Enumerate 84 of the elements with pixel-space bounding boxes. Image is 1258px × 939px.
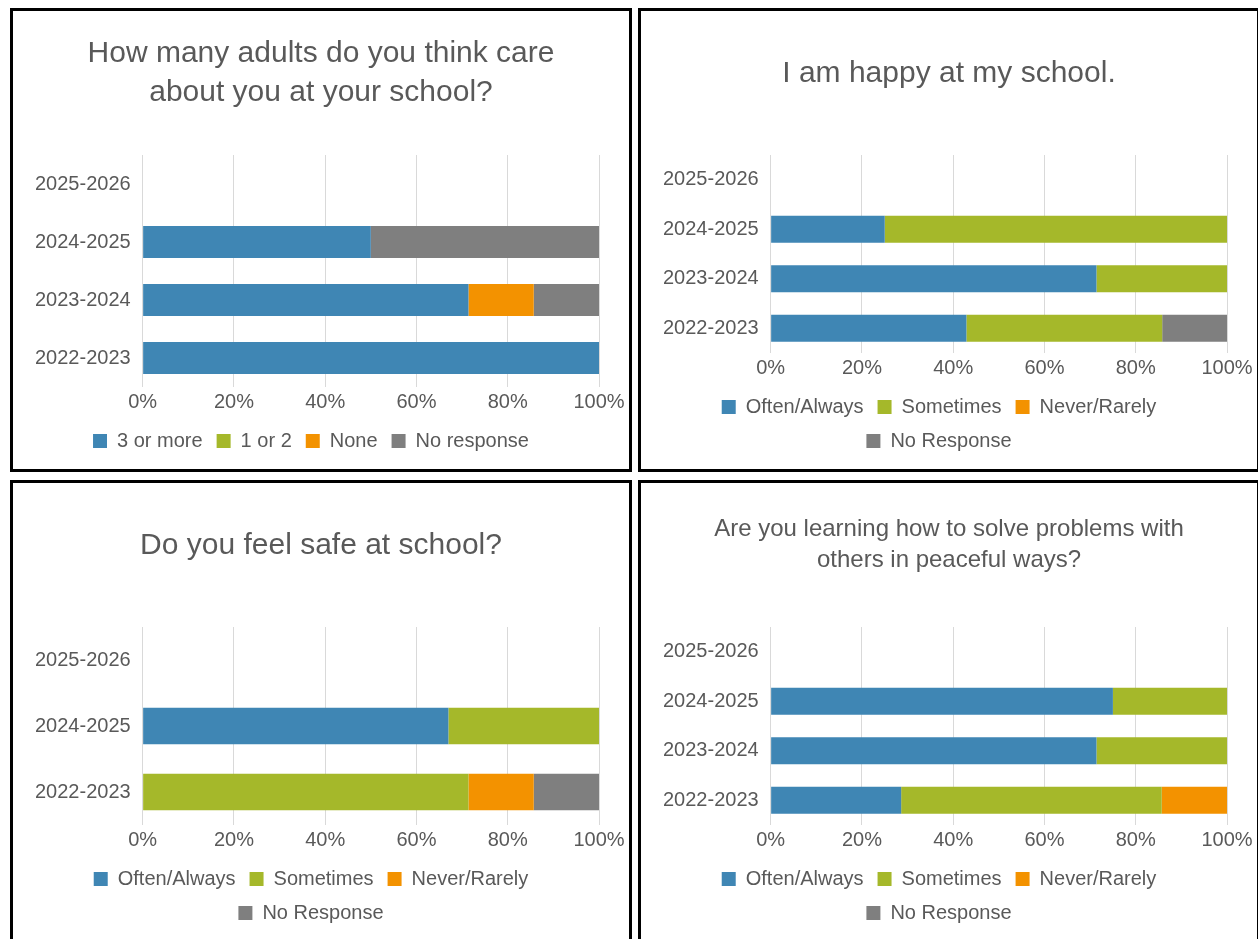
y-tick-label: 2025-2026 — [662, 167, 759, 190]
x-tick-label: 20% — [841, 355, 883, 378]
x-tick-label: 0% — [128, 827, 158, 850]
y-tick-label: 2025-2026 — [662, 639, 759, 662]
x-tick-label: 20% — [213, 389, 255, 412]
bar — [966, 314, 1163, 342]
bar — [771, 786, 902, 814]
x-tick-label: 60% — [1024, 355, 1065, 378]
chart-title: Are you learning how to solve problems with others in peaceful ways? — [713, 512, 1185, 574]
legend-label: Sometimes — [273, 866, 374, 889]
x-tick-label: 0% — [756, 827, 786, 850]
bar — [143, 226, 371, 258]
legend-label: Never/Rarely — [1039, 866, 1157, 889]
x-tick-label: 20% — [841, 827, 883, 850]
legend-label: Often/Always — [117, 866, 236, 889]
bar — [143, 284, 469, 316]
x-tick-label: 60% — [396, 827, 437, 850]
bar — [884, 215, 1227, 243]
chart-title: How many adults do you think care about you at your school? — [86, 34, 556, 109]
bar — [771, 215, 885, 243]
bar — [901, 786, 1162, 814]
bar — [468, 284, 534, 316]
bar — [1162, 314, 1227, 342]
bar — [143, 707, 449, 745]
legend-label: Often/Always — [745, 394, 864, 417]
y-tick-label: 2024-2025 — [34, 713, 131, 736]
y-tick-label: 2022-2023 — [662, 787, 759, 810]
x-tick-label: 100% — [1201, 355, 1253, 378]
legend-label: 1 or 2 — [240, 428, 292, 451]
y-tick-label: 2023-2024 — [34, 287, 131, 310]
y-tick-label: 2025-2026 — [34, 647, 131, 670]
x-tick-label: 100% — [573, 389, 625, 412]
x-tick-label: 80% — [487, 827, 528, 850]
bar — [1096, 737, 1227, 765]
x-tick-label: 20% — [213, 827, 255, 850]
bar — [143, 342, 599, 374]
bar — [1096, 265, 1227, 293]
x-tick-label: 100% — [1201, 827, 1253, 850]
x-tick-label: 40% — [933, 827, 974, 850]
x-tick-label: 0% — [756, 355, 786, 378]
y-tick-label: 2024-2025 — [662, 216, 759, 239]
x-tick-label: 80% — [1115, 827, 1156, 850]
bar — [771, 737, 1097, 765]
x-tick-label: 60% — [396, 389, 437, 412]
legend-label: Often/Always — [745, 866, 864, 889]
legend-label: Sometimes — [901, 394, 1002, 417]
chart-title: Do you feel safe at school? — [139, 525, 503, 562]
bar — [1161, 786, 1227, 814]
legend-label: None — [329, 428, 378, 451]
legend-label: No Response — [890, 428, 1012, 451]
bar — [771, 265, 1097, 293]
bar — [143, 773, 469, 811]
legend-label: No Response — [890, 900, 1012, 923]
bar — [533, 773, 599, 811]
y-tick-label: 2022-2023 — [34, 779, 131, 802]
bar — [370, 226, 599, 258]
bar — [771, 687, 1113, 715]
y-tick-label: 2022-2023 — [662, 315, 759, 338]
x-tick-label: 80% — [487, 389, 528, 412]
legend-label: No Response — [262, 900, 384, 923]
y-tick-label: 2024-2025 — [34, 229, 131, 252]
bar — [771, 314, 967, 342]
y-tick-label: 2023-2024 — [662, 738, 759, 761]
chart-title: I am happy at my school. — [781, 53, 1117, 90]
x-tick-label: 40% — [305, 389, 346, 412]
x-tick-label: 0% — [128, 389, 158, 412]
legend-label: No response — [415, 428, 529, 451]
x-tick-label: 60% — [1024, 827, 1065, 850]
x-tick-label: 80% — [1115, 355, 1156, 378]
x-tick-label: 40% — [305, 827, 346, 850]
y-tick-label: 2023-2024 — [662, 266, 759, 289]
bar — [468, 773, 534, 811]
y-tick-label: 2025-2026 — [34, 171, 131, 194]
x-tick-label: 40% — [933, 355, 974, 378]
bar — [448, 707, 599, 745]
bar — [1112, 687, 1227, 715]
legend-label: Sometimes — [901, 866, 1002, 889]
legend-label: 3 or more — [117, 428, 203, 451]
x-tick-label: 100% — [573, 827, 625, 850]
legend-label: Never/Rarely — [1039, 394, 1157, 417]
bar — [533, 284, 599, 316]
y-tick-label: 2022-2023 — [34, 345, 131, 368]
y-tick-label: 2024-2025 — [662, 688, 759, 711]
legend-label: Never/Rarely — [411, 866, 529, 889]
